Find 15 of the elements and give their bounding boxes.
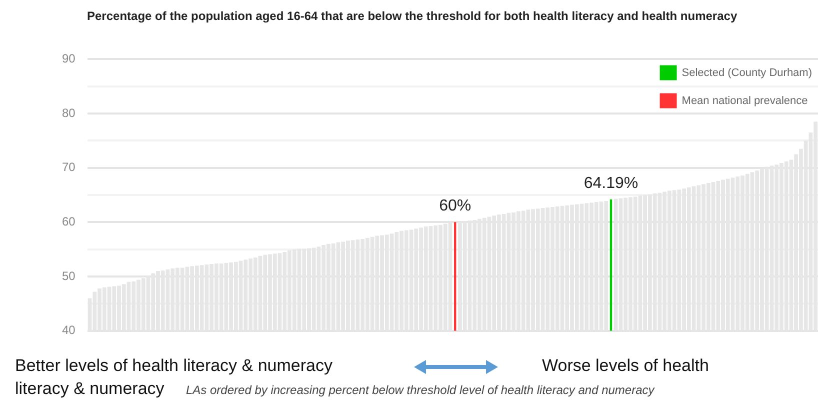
text: literacy & numeracy [15,379,164,399]
y-tick-label: 50 [62,268,76,283]
chart-title: Percentage of the population aged 16-64 that are below the threshold for both health literacy and health numeracy [87,8,738,25]
text: Better levels of health literacy & numeracy [15,356,332,376]
data-label: 60% [439,198,472,215]
legend-label: Mean national prevalence [682,95,808,108]
text: LAs ordered by increasing percent below threshold level of health literacy and numeracy [186,383,654,397]
y-tick-label: 40 [62,323,76,338]
data-label: 64.19% [584,174,638,192]
y-tick-label: 60 [62,214,76,228]
legend-label: Selected (County Durham) [682,67,812,80]
y-tick-label: 90 [62,52,76,66]
y-tick-label: 80 [62,106,76,120]
text: Worse levels of health [542,356,709,376]
y-tick-label: 70 [62,160,76,174]
